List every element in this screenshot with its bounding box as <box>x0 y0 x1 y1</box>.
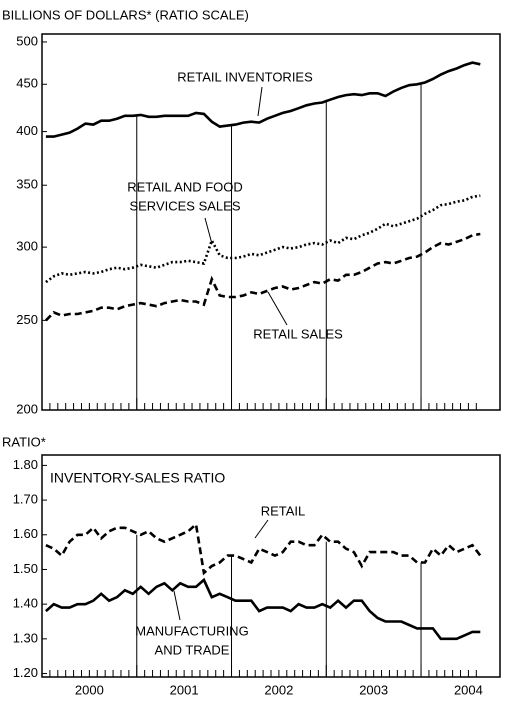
series-label: SERVICES SALES <box>129 198 240 213</box>
series-label: RETAIL SALES <box>253 326 343 341</box>
series-label: RETAIL INVENTORIES <box>177 69 313 84</box>
y-tick-label: 1.20 <box>13 665 38 680</box>
series-line <box>45 521 482 576</box>
series-label: RETAIL AND FOOD <box>127 179 243 194</box>
plot-frame <box>41 33 501 411</box>
leader-line <box>254 519 269 539</box>
series-label: MANUFACTURING <box>135 623 248 638</box>
series-label: AND TRADE <box>155 642 230 657</box>
y-tick-label: 400 <box>16 123 38 138</box>
series-line <box>45 577 481 641</box>
y-tick-label: 1.60 <box>13 526 38 541</box>
leader-line <box>267 291 288 326</box>
leader-line <box>257 86 263 117</box>
y-tick-label: 300 <box>16 239 38 254</box>
x-tick-label: 2002 <box>264 682 293 697</box>
series-line <box>44 232 481 322</box>
plot-frame <box>41 454 501 678</box>
y-tick-label: 1.50 <box>13 561 38 576</box>
y-tick-label: 1.40 <box>13 596 38 611</box>
y-tick-label: 1.30 <box>13 630 38 645</box>
chart-title: RATIO* <box>2 434 46 449</box>
y-tick-label: 1.70 <box>13 492 38 507</box>
series-label: RETAIL <box>261 503 306 518</box>
series-line <box>45 61 481 138</box>
y-tick-label: 1.80 <box>13 457 38 472</box>
y-tick-label: 250 <box>16 312 38 327</box>
leader-line <box>204 217 213 245</box>
chart-title: BILLIONS OF DOLLARS* (RATIO SCALE) <box>2 7 249 22</box>
y-tick-label: 450 <box>16 76 38 91</box>
series-line <box>45 194 481 284</box>
leader-line <box>173 590 181 621</box>
y-tick-label: 500 <box>16 33 38 48</box>
y-tick-label: 200 <box>16 401 38 416</box>
x-tick-label: 2004 <box>454 682 483 697</box>
y-tick-label: 350 <box>16 177 38 192</box>
x-tick-label: 2001 <box>170 682 199 697</box>
x-tick-label: 2000 <box>75 682 104 697</box>
chart-subtitle: INVENTORY-SALES RATIO <box>50 470 225 486</box>
x-tick-label: 2003 <box>359 682 388 697</box>
